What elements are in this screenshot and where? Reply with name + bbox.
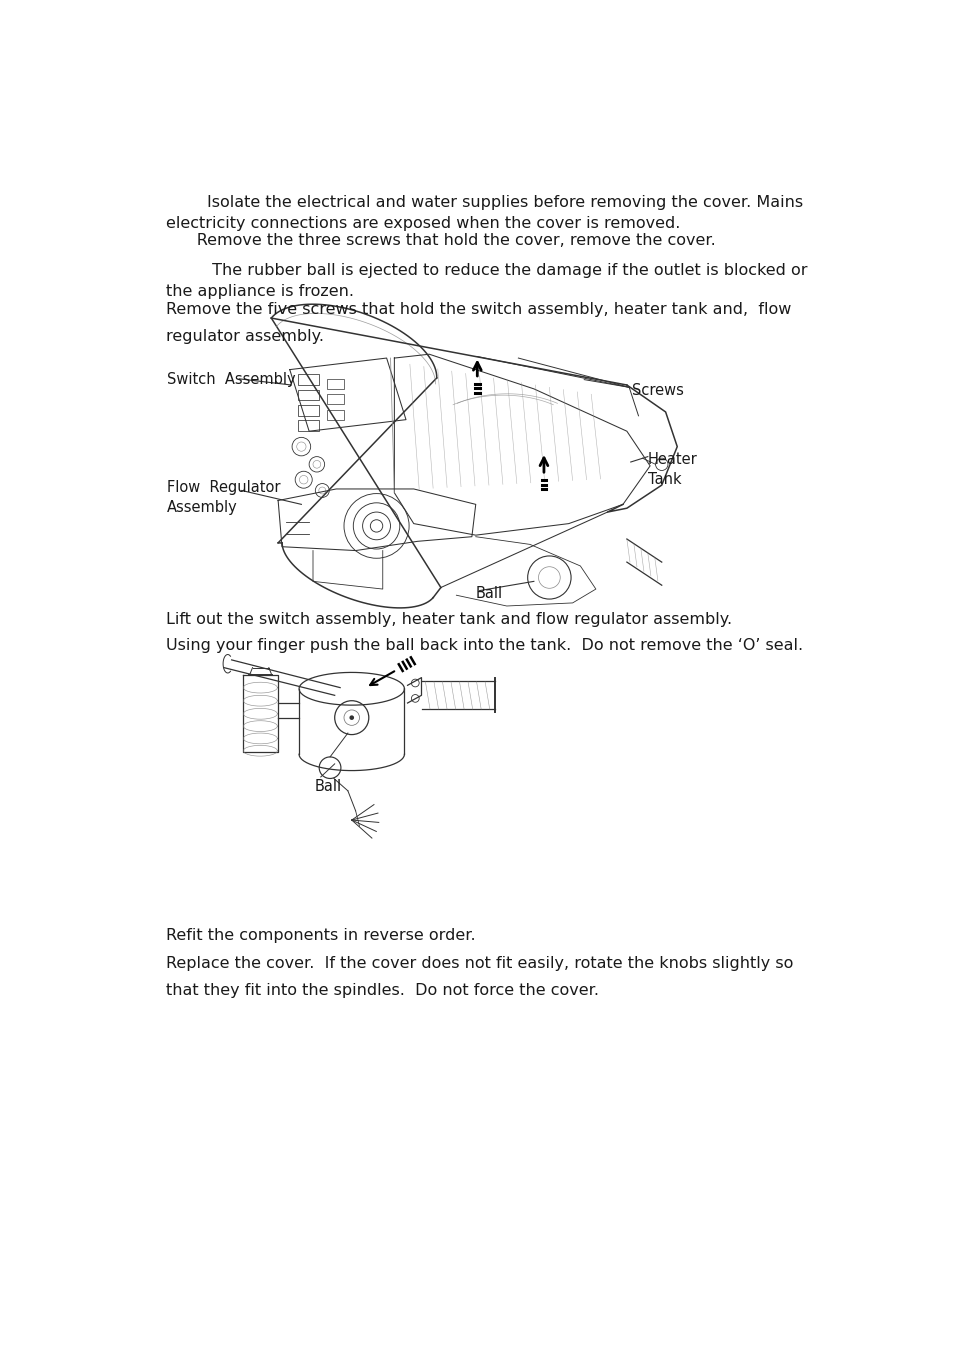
Text: Refit the components in reverse order.: Refit the components in reverse order. bbox=[166, 927, 475, 942]
Text: Replace the cover.  If the cover does not fit easily, rotate the knobs slightly : Replace the cover. If the cover does not… bbox=[166, 956, 792, 971]
Text: Isolate the electrical and water supplies before removing the cover. Mains
elect: Isolate the electrical and water supplie… bbox=[166, 195, 802, 232]
Text: Flow  Regulator
Assembly: Flow Regulator Assembly bbox=[167, 479, 280, 515]
Text: The rubber ball is ejected to reduce the damage if the outlet is blocked or
the : The rubber ball is ejected to reduce the… bbox=[166, 263, 806, 299]
Text: Remove the five screws that hold the switch assembly, heater tank and,  flow: Remove the five screws that hold the swi… bbox=[166, 302, 790, 317]
Text: Remove the three screws that hold the cover, remove the cover.: Remove the three screws that hold the co… bbox=[166, 233, 715, 248]
Text: Lift out the switch assembly, heater tank and flow regulator assembly.: Lift out the switch assembly, heater tan… bbox=[166, 612, 731, 627]
Text: Ball: Ball bbox=[314, 780, 341, 795]
Text: Switch  Assembly: Switch Assembly bbox=[167, 372, 295, 387]
Text: regulator assembly.: regulator assembly. bbox=[166, 329, 323, 344]
Circle shape bbox=[349, 715, 354, 720]
Text: Ball: Ball bbox=[476, 586, 502, 601]
Text: that they fit into the spindles.  Do not force the cover.: that they fit into the spindles. Do not … bbox=[166, 983, 598, 998]
Text: Heater
Tank: Heater Tank bbox=[647, 452, 697, 487]
Text: Screws: Screws bbox=[632, 383, 683, 398]
Text: Using your finger push the ball back into the tank.  Do not remove the ‘O’ seal.: Using your finger push the ball back int… bbox=[166, 638, 802, 654]
